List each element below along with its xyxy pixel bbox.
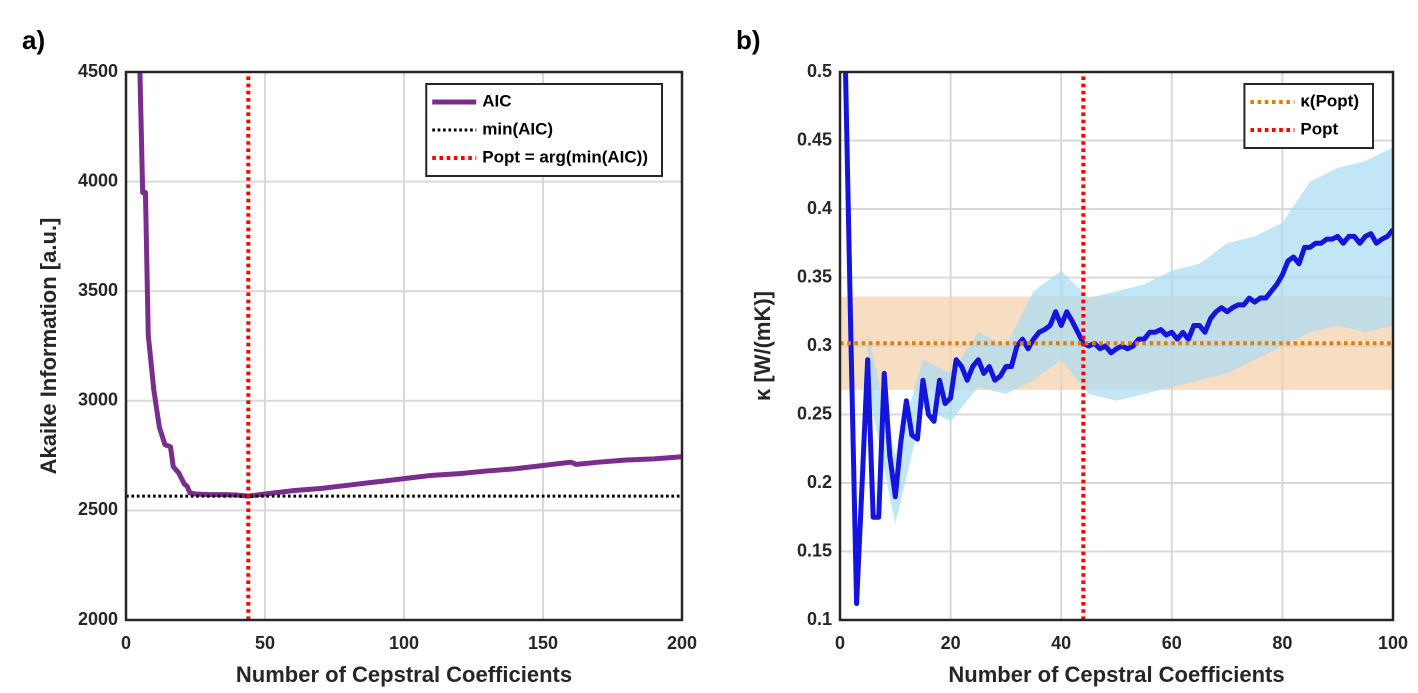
y-tick-label: 2500 bbox=[78, 499, 118, 519]
panel-label: a) bbox=[22, 25, 45, 55]
y-tick-label: 0.2 bbox=[807, 472, 832, 492]
y-tick-label: 4000 bbox=[78, 170, 118, 190]
legend-label: Popt bbox=[1300, 119, 1338, 138]
x-tick-label: 200 bbox=[667, 633, 697, 653]
x-axis-label: Number of Cepstral Coefficients bbox=[948, 662, 1284, 687]
axes-box bbox=[838, 70, 1395, 622]
legend-label: AIC bbox=[482, 91, 511, 110]
y-tick-label: 0.3 bbox=[807, 335, 832, 355]
x-tick-label: 100 bbox=[389, 633, 419, 653]
y-tick-label: 0.45 bbox=[797, 129, 832, 149]
y-tick-label: 4500 bbox=[78, 61, 118, 81]
y-tick-label: 3500 bbox=[78, 280, 118, 300]
legend-box bbox=[1243, 83, 1374, 149]
legend: κ(Popt) Popt bbox=[1243, 83, 1374, 149]
y-axis-label: Akaike Information [a.u.] bbox=[36, 218, 61, 475]
y-tick-label: 2000 bbox=[78, 609, 118, 629]
y-tick-label: 3000 bbox=[78, 390, 118, 410]
x-tick-label: 40 bbox=[1051, 633, 1071, 653]
series-line bbox=[843, 72, 1393, 607]
y-tick-label: 0.5 bbox=[807, 61, 832, 81]
legend: AIC min(AIC) Popt = arg(min(AIC)) bbox=[425, 83, 663, 177]
y-tick-label: 0.25 bbox=[797, 403, 832, 423]
x-tick-label: 0 bbox=[121, 633, 131, 653]
y-tick-label: 0.15 bbox=[797, 540, 832, 560]
y-tick-label: 0.1 bbox=[807, 609, 832, 629]
legend-label: κ(Popt) bbox=[1300, 91, 1359, 110]
y-tick-label: 0.35 bbox=[797, 266, 832, 286]
y-tick-label: 0.4 bbox=[807, 198, 832, 218]
x-tick-label: 60 bbox=[1162, 633, 1182, 653]
x-tick-label: 20 bbox=[941, 633, 961, 653]
x-tick-label: 80 bbox=[1272, 633, 1292, 653]
x-axis-label: Number of Cepstral Coefficients bbox=[236, 662, 572, 687]
y-axis-label: κ [W/(mK)] bbox=[750, 291, 775, 401]
x-tick-label: 50 bbox=[255, 633, 275, 653]
legend-label: Popt = arg(min(AIC)) bbox=[482, 147, 648, 166]
panel-label: b) bbox=[736, 25, 761, 55]
confidence-band bbox=[867, 147, 1393, 525]
x-tick-label: 0 bbox=[835, 633, 845, 653]
x-tick-label: 150 bbox=[528, 633, 558, 653]
axes-box bbox=[124, 70, 684, 622]
legend-label: min(AIC) bbox=[482, 119, 553, 138]
x-tick-label: 100 bbox=[1378, 633, 1408, 653]
